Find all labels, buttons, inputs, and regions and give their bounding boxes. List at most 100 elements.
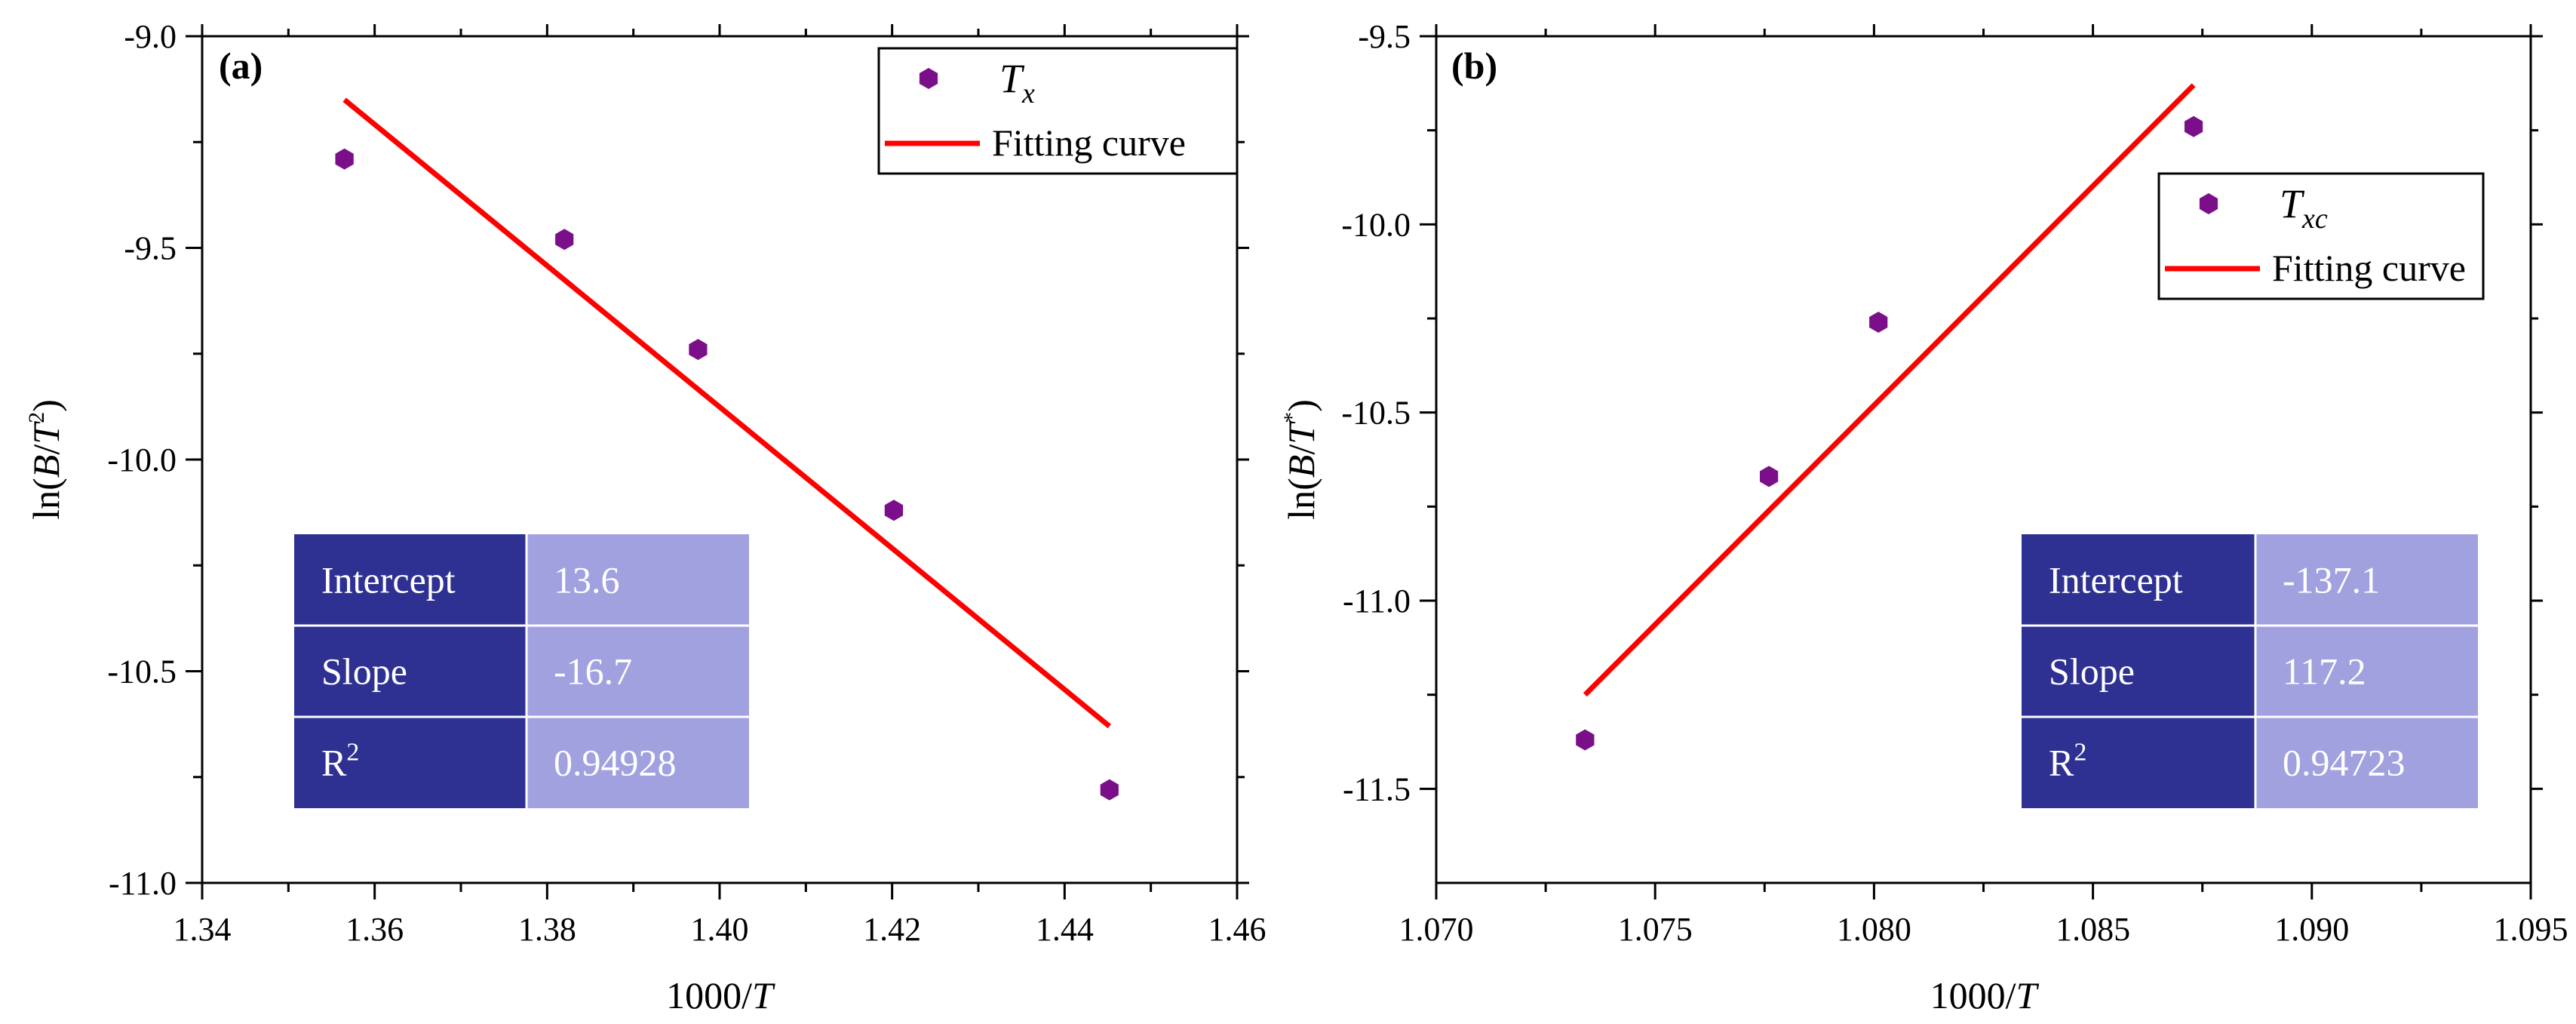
y-axis-label-var: T: [1280, 421, 1322, 444]
fit-table: Intercept 13.6 Slope -16.7 R2 0.94928: [294, 534, 749, 808]
data-point: [689, 339, 708, 361]
y-tick-label: -10.5: [107, 653, 177, 690]
legend: Tx Fitting curve: [877, 47, 1239, 175]
y-axis-label-part: ): [1280, 399, 1322, 412]
y-axis-label-part: ln(: [1280, 478, 1322, 520]
x-tick-label: 1.075: [1618, 911, 1693, 948]
data-point: [1100, 779, 1119, 801]
fit-table-label-cell: [2022, 534, 2255, 626]
fit-table-value: -137.1: [2283, 559, 2380, 601]
legend-marker: [2199, 193, 2218, 214]
legend-entry-series: Tx: [999, 56, 1035, 109]
y-axis-label-sup: 2: [24, 412, 49, 423]
y-tick-label: -10.5: [1341, 395, 1411, 432]
fit-table-value: -16.7: [554, 650, 632, 693]
y-tick-label: -9.5: [1358, 18, 1411, 55]
fit-table-value-cell: [527, 717, 749, 808]
y-tick-label: -11.0: [109, 865, 177, 902]
fit-table-value: 0.94928: [554, 742, 677, 784]
y-axis-label: ln(B/T*): [1279, 399, 1322, 519]
x-tick-label: 1.085: [2056, 911, 2130, 948]
legend-subscript: xc: [2301, 203, 2328, 235]
fit-table-value-cell: [2255, 534, 2478, 626]
fitting-curve-line: [1583, 83, 2196, 697]
x-tick-label: 1.090: [2274, 911, 2349, 948]
fit-table-value-cell: [527, 534, 749, 626]
legend-marker: [919, 68, 938, 89]
legend-box: [877, 47, 1239, 175]
fit-table-label-sup: 2: [346, 739, 359, 767]
fit-table-value-cell: [527, 626, 749, 717]
fit-table-label-text: R: [321, 742, 347, 784]
x-axis-label-part: 1000/: [666, 974, 752, 1016]
x-tick-label: 1.095: [2494, 911, 2568, 948]
fit-table-label: R2: [2049, 739, 2086, 784]
fit-table-label-text: Intercept: [2049, 559, 2183, 601]
fit-table-label-cell: [294, 717, 527, 808]
fit-table-label: Slope: [321, 650, 407, 693]
data-point: [335, 148, 354, 170]
y-axis-label-part: ): [25, 399, 67, 412]
x-tick-label: 1.080: [1837, 911, 1911, 948]
fit-table-label-cell: [2022, 717, 2255, 808]
data-point: [1576, 729, 1595, 751]
x-tick-label: 1.44: [1036, 911, 1094, 948]
fit-table-label-sup: 2: [2074, 739, 2086, 767]
x-tick-label: 1.42: [863, 911, 921, 948]
y-tick-label: -10.0: [1341, 206, 1411, 243]
data-point: [2185, 115, 2203, 137]
legend-subscript: x: [1021, 78, 1035, 109]
fit-table-label-cell: [294, 534, 527, 626]
fit-table-value: 13.6: [554, 559, 620, 601]
fit-table-label: Slope: [2049, 650, 2135, 693]
y-axis-label-var: T: [25, 421, 67, 444]
x-tick-label: 1.36: [345, 911, 404, 948]
y-axis-label-part: ln(: [25, 478, 67, 520]
y-axis-label-part: /: [25, 444, 67, 455]
x-tick-label: 1.34: [173, 911, 232, 948]
panel-label: (a): [219, 45, 263, 87]
y-axis-label-sup: *: [1279, 412, 1304, 423]
data-point: [1760, 466, 1779, 487]
legend-symbol: T: [999, 56, 1025, 101]
x-axis-label: 1000/T: [1930, 974, 2040, 1016]
fit-table: Intercept -137.1 Slope 117.2 R2 0.94723: [2022, 534, 2478, 808]
legend-entry-fit: Fitting curve: [2272, 247, 2466, 289]
legend-entry-series: Txc: [2280, 181, 2328, 235]
fitting-curve-line: [342, 97, 1112, 729]
fit-table-label: Intercept: [2049, 559, 2183, 601]
y-tick-label: -9.5: [124, 230, 177, 267]
legend-entry-fit: Fitting curve: [992, 121, 1186, 164]
data-point: [555, 229, 574, 251]
y-tick-label: -10.0: [107, 441, 177, 478]
fit-table-label-text: Slope: [321, 650, 407, 693]
y-tick-label: -11.5: [1343, 770, 1411, 807]
fit-table-value-cell: [2255, 626, 2478, 717]
x-axis-label-var: T: [752, 974, 775, 1016]
fit-table-value: 117.2: [2283, 650, 2366, 693]
x-tick-label: 1.40: [691, 911, 749, 948]
chart-panel-a: 1.34 1.36 1.38 1.40 1.42 1.44 1.46 -9.0 -9.5 -10.…: [24, 18, 1267, 1016]
panel-label: (b): [1451, 45, 1497, 87]
fit-table-label-text: Slope: [2049, 650, 2135, 693]
y-tick-label: -9.0: [124, 18, 177, 55]
fit-table-label-cell: [294, 626, 527, 717]
y-axis-label-var: B: [25, 455, 67, 478]
x-axis-label-part: 1000/: [1930, 974, 2016, 1016]
x-axis-label: 1000/T: [666, 974, 775, 1016]
legend: Txc Fitting curve: [2157, 172, 2485, 300]
data-point: [1869, 312, 1888, 333]
x-tick-label: 1.38: [518, 911, 576, 948]
y-axis-label: ln(B/T2): [24, 399, 67, 519]
fit-table-value: 0.94723: [2283, 742, 2406, 784]
data-point: [884, 500, 904, 521]
fit-table-label-text: R: [2049, 742, 2074, 784]
y-tick-label: -11.0: [1343, 583, 1411, 620]
x-tick-label: 1.46: [1208, 911, 1267, 948]
fit-table-label-cell: [2022, 626, 2255, 717]
fit-table-label: Intercept: [321, 559, 456, 601]
chart-panel-b: 1.070 1.075 1.080 1.085 1.090 1.095 -9.5 -10.0 -…: [1279, 18, 2568, 1016]
fit-table-value-cell: [2255, 717, 2478, 808]
fit-table-label: R2: [321, 739, 359, 784]
y-axis-label-part: /: [1280, 444, 1322, 455]
